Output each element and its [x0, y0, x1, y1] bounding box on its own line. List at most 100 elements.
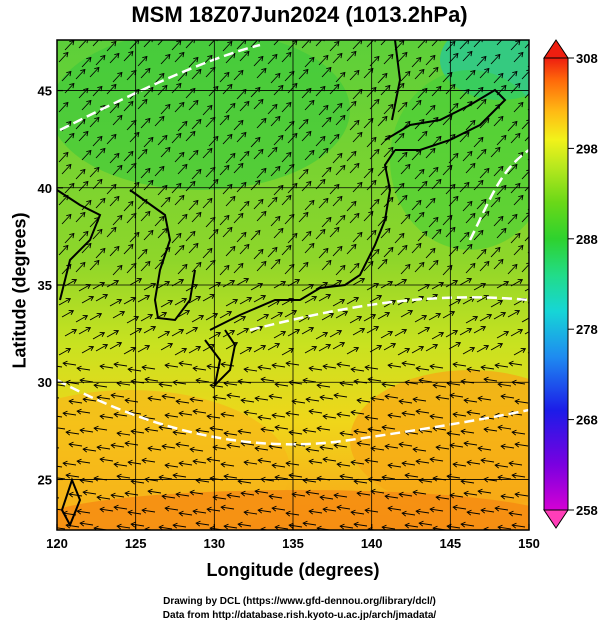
streamline-segment	[493, 312, 506, 320]
streamline-segment	[292, 493, 306, 497]
map-title: MSM 18Z07Jun2024 (1013.2hPa)	[131, 2, 468, 27]
streamline-segment	[89, 167, 100, 178]
streamline-arrowhead	[209, 525, 215, 530]
streamline-arrowhead	[164, 362, 170, 369]
streamline-arrowhead	[100, 197, 106, 204]
streamline-segment	[462, 244, 473, 255]
streamline-arrowhead	[178, 278, 185, 284]
streamline-arrowhead	[223, 473, 229, 480]
streamline-segment	[66, 431, 80, 435]
streamline-arrowhead	[83, 40, 89, 44]
streamline-segment	[301, 131, 312, 142]
streamline-segment	[417, 131, 428, 142]
streamline-arrowhead	[436, 178, 442, 185]
streamline-segment	[453, 413, 467, 417]
streamline-arrowhead	[367, 376, 373, 383]
streamline-segment	[467, 511, 481, 515]
streamline-arrowhead	[370, 395, 376, 402]
streamline-arrowhead	[466, 509, 472, 516]
streamline-arrowhead	[453, 195, 459, 202]
streamline-segment	[273, 331, 286, 339]
streamline-arrowhead	[512, 213, 518, 220]
streamline-segment	[493, 116, 504, 127]
streamline-arrowhead	[466, 459, 472, 466]
streamline-arrowhead	[433, 216, 439, 223]
streamline-segment	[385, 445, 399, 449]
streamline-segment	[255, 397, 269, 401]
streamline-arrowhead	[190, 130, 196, 137]
streamline-segment	[272, 364, 286, 368]
streamline-segment	[239, 347, 252, 355]
streamline-segment	[340, 475, 354, 479]
streamline-arrowhead	[501, 84, 507, 91]
streamline-segment	[377, 73, 388, 84]
streamline-segment	[239, 101, 250, 112]
streamline-segment	[224, 432, 238, 436]
streamline-segment	[419, 479, 433, 483]
streamline-arrowhead	[82, 446, 88, 453]
streamline-segment	[417, 231, 428, 242]
streamline-arrowhead	[497, 299, 504, 305]
streamline-segment	[81, 200, 92, 211]
streamline-segment	[383, 147, 394, 158]
streamline-segment	[253, 295, 266, 303]
streamline-segment	[95, 198, 106, 209]
streamline-arrowhead	[452, 361, 458, 368]
streamline-segment	[320, 396, 334, 400]
streamline-arrowhead	[223, 430, 229, 437]
streamline-arrowhead	[182, 263, 188, 270]
streamline-segment	[171, 233, 182, 244]
streamline-arrowhead	[237, 428, 243, 435]
streamline-arrowhead	[302, 520, 308, 527]
streamline-segment	[323, 458, 337, 462]
streamline-arrowhead	[285, 460, 291, 467]
streamline-arrowhead	[339, 380, 345, 387]
streamline-segment	[109, 342, 122, 350]
streamline-segment	[507, 71, 518, 82]
streamline-arrowhead	[422, 230, 428, 237]
streamline-segment	[385, 495, 399, 499]
streamline-arrowhead	[193, 99, 199, 106]
streamline-segment	[188, 346, 201, 354]
streamline-segment	[464, 442, 478, 446]
streamline-arrowhead	[178, 410, 184, 417]
streamline-arrowhead	[508, 360, 514, 367]
streamline-arrowhead	[336, 411, 342, 418]
streamline-segment	[459, 89, 470, 100]
streamline-segment	[112, 72, 123, 83]
streamline-arrowhead	[532, 243, 537, 248]
streamline-arrowhead	[402, 51, 408, 58]
streamline-segment	[188, 150, 199, 161]
streamline-arrowhead	[196, 211, 202, 218]
streamline-segment	[430, 415, 444, 419]
streamline-arrowhead	[419, 211, 425, 218]
streamline-arrowhead	[83, 230, 89, 237]
streamline-arrowhead	[294, 278, 301, 284]
streamline-arrowhead	[148, 229, 154, 236]
streamline-arrowhead	[303, 118, 309, 125]
streamline-segment	[160, 197, 171, 208]
streamline-arrowhead	[238, 262, 244, 269]
streamline-segment	[304, 100, 315, 111]
streamline-segment	[109, 153, 120, 164]
streamline-arrowhead	[532, 284, 537, 288]
streamline-arrowhead	[325, 293, 332, 299]
streamline-segment	[143, 87, 154, 98]
streamline-segment	[106, 330, 119, 338]
streamline-segment	[75, 69, 86, 80]
streamline-segment	[453, 363, 467, 367]
streamline-arrowhead	[230, 195, 236, 202]
streamline-segment	[445, 330, 458, 338]
streamline-segment	[64, 233, 75, 244]
streamline-arrowhead	[52, 425, 56, 430]
streamline-segment	[301, 181, 312, 192]
streamline-arrowhead	[213, 178, 219, 185]
x-tick-label: 130	[203, 536, 225, 551]
streamline-arrowhead	[511, 522, 517, 529]
streamline-arrowhead	[336, 361, 342, 368]
streamline-segment	[448, 342, 461, 350]
streamline-arrowhead	[356, 397, 362, 404]
streamline-arrowhead	[387, 412, 393, 419]
coastline-hokkaido	[384, 88, 507, 151]
